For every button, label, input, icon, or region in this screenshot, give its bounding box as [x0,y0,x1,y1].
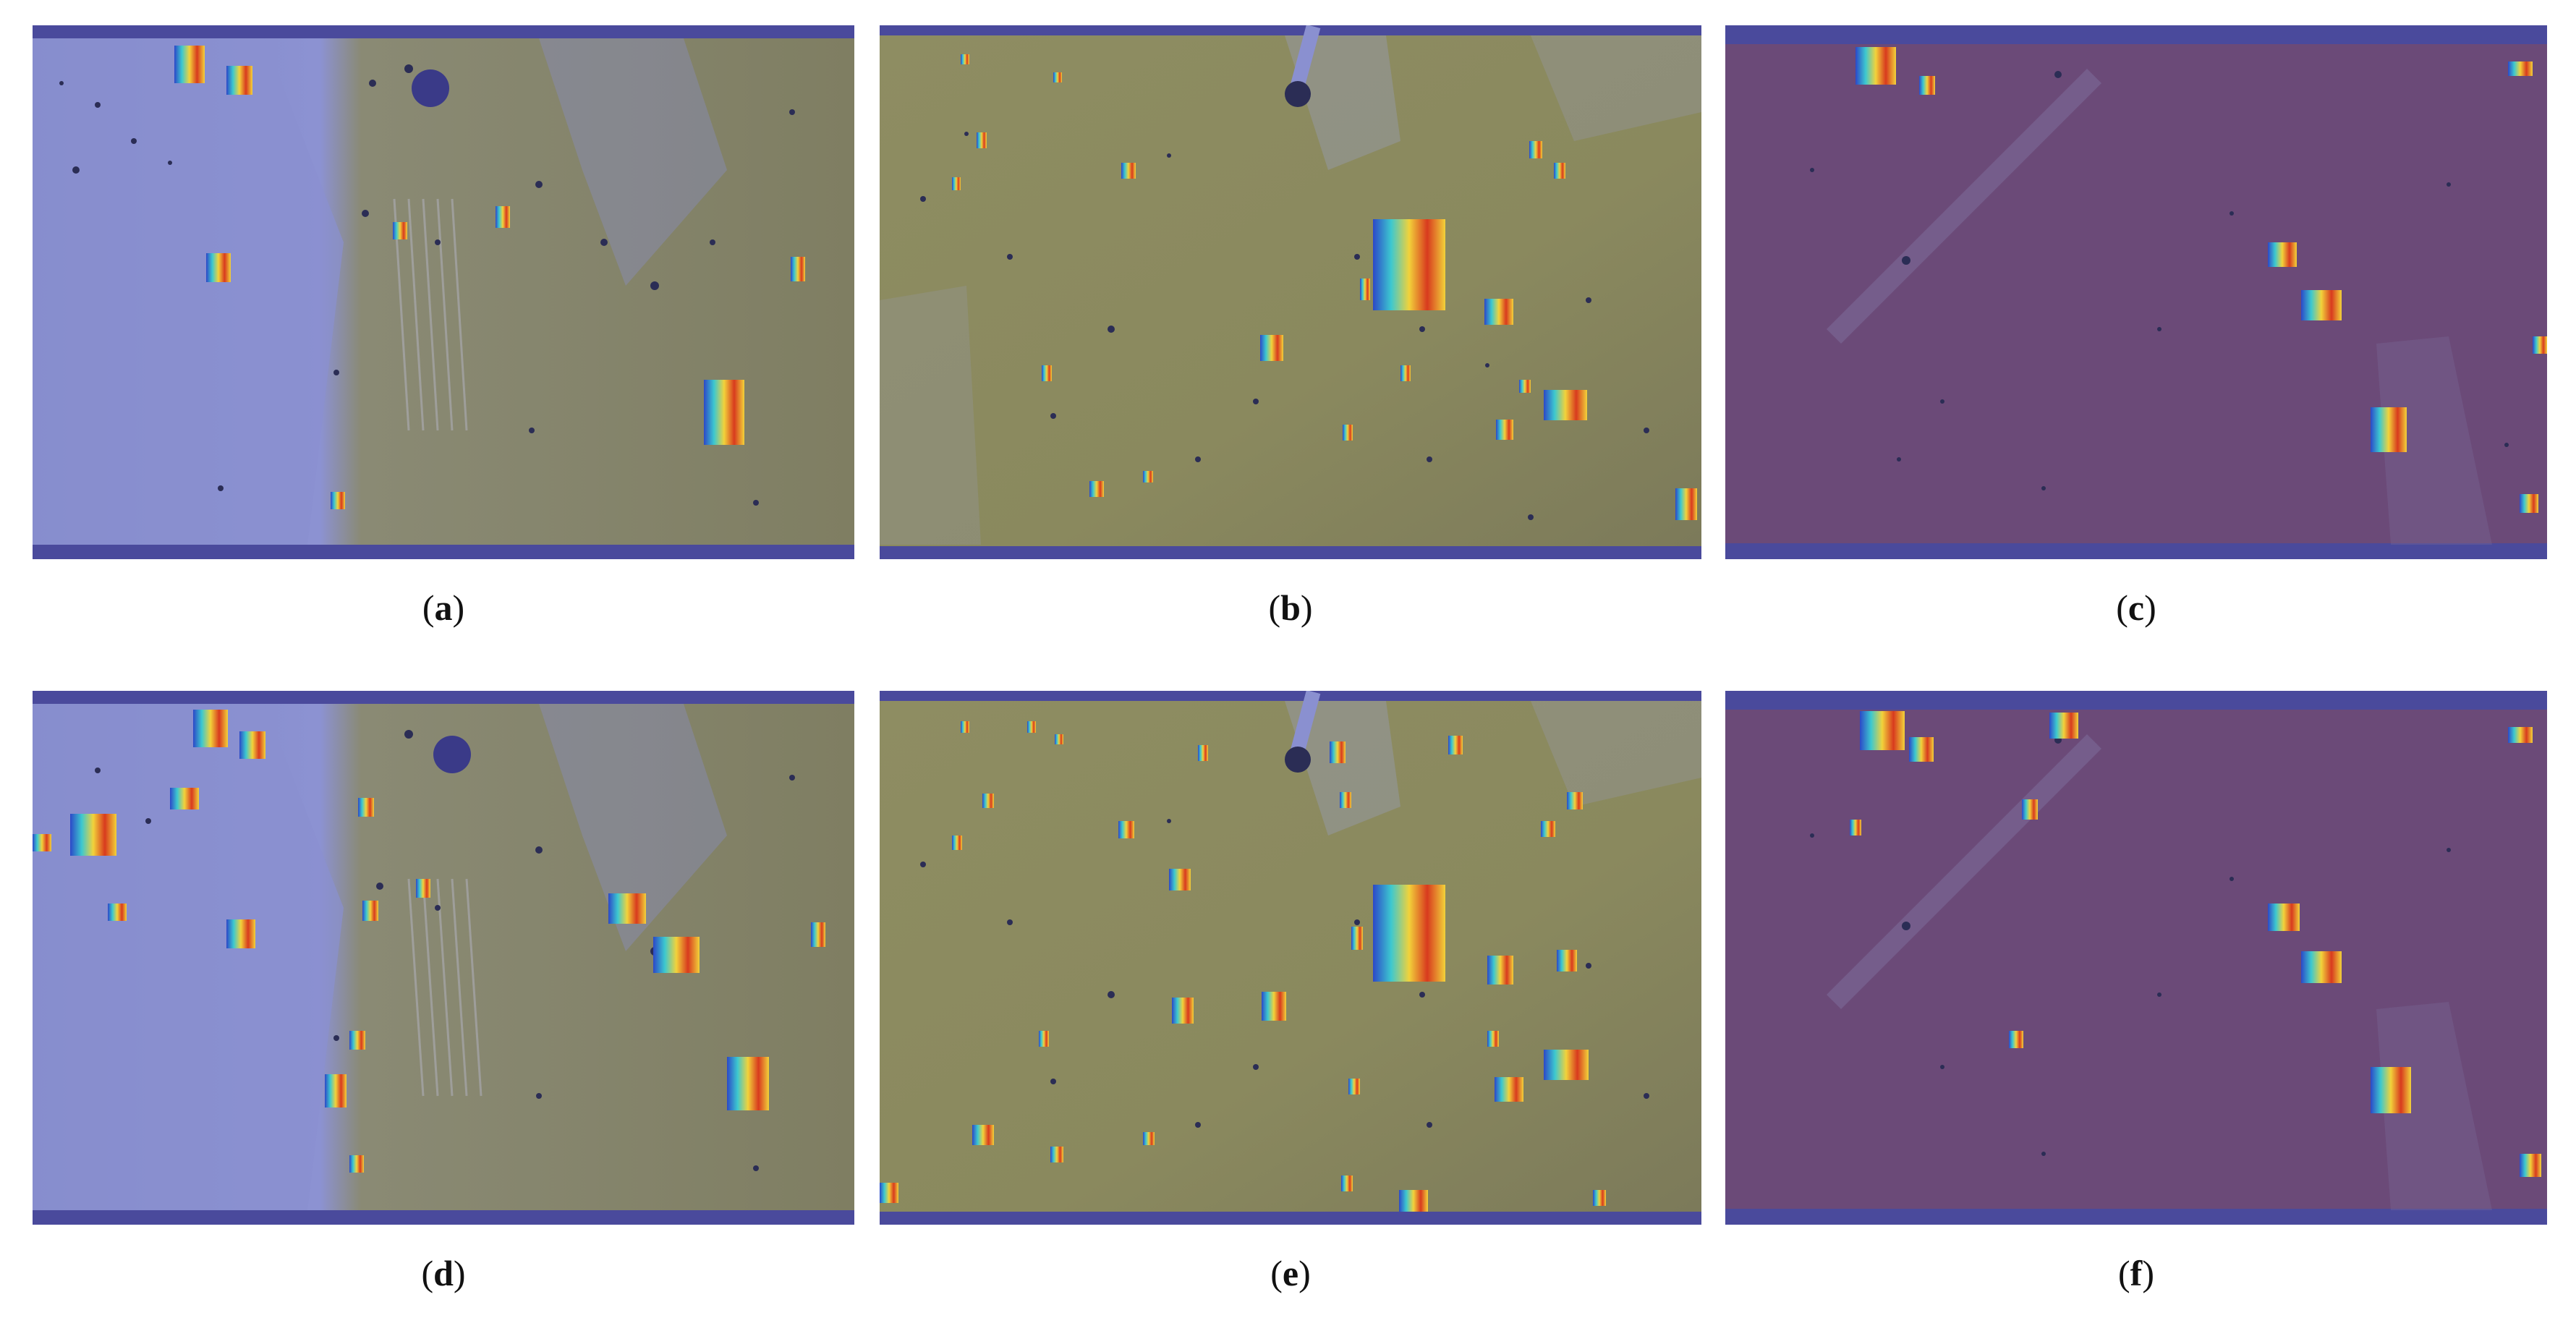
panel-b-heatmap-image [880,25,1701,559]
panel-d-heatmap-image [33,691,854,1225]
sticky-trap-image-c [1725,25,2547,559]
panel-a-heatmap-image [33,25,854,559]
panel-f-heatmap-image [1725,691,2547,1225]
sticky-trap-image-a [33,25,854,559]
caption-f: (f) [2118,1253,2154,1293]
sticky-trap-image-b [880,25,1701,559]
caption-e: (e) [1270,1253,1311,1293]
caption-d: (d) [421,1253,466,1293]
panel-e-heatmap-image [880,691,1701,1225]
sticky-trap-image-e [880,691,1701,1225]
caption-b: (b) [1268,587,1313,628]
caption-a: (a) [422,587,465,628]
caption-c: (c) [2116,587,2156,628]
sticky-trap-image-f [1725,691,2547,1225]
sticky-trap-image-d [33,691,854,1225]
panel-c-heatmap-image [1725,25,2547,559]
